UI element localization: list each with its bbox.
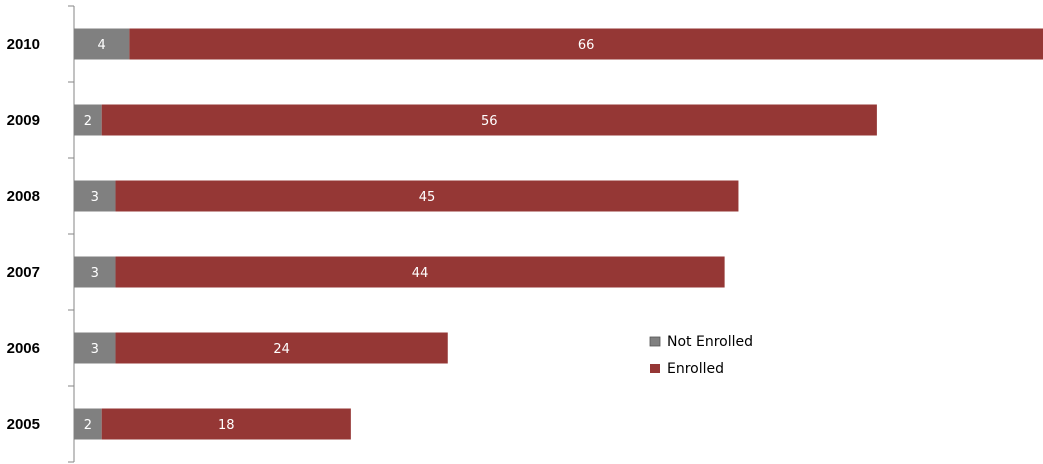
bar-not-enrolled-2009	[74, 104, 102, 136]
y-tick-label-2005: 2005	[7, 416, 40, 433]
legend-label-not-enrolled: Not Enrolled	[667, 334, 753, 350]
legend-label-enrolled: Enrolled	[667, 361, 724, 377]
data-label-enrolled-2005: 18	[218, 418, 235, 433]
bar-not-enrolled-2007	[74, 256, 116, 288]
bars	[74, 28, 1043, 440]
data-labels: 2 18 3 24 3 44 3 45 2 56 4 66	[84, 38, 595, 433]
bar-enrolled-2010	[129, 28, 1043, 60]
y-axis: 2005 2006 2007 2008 2009 2010	[7, 5, 75, 463]
y-tick-label-2006: 2006	[7, 340, 40, 357]
bar-not-enrolled-2006	[74, 332, 116, 364]
bar-not-enrolled-2008	[74, 180, 116, 212]
data-label-not-enrolled-2005: 2	[84, 418, 92, 433]
y-tick-label-2008: 2008	[7, 188, 40, 205]
bar-not-enrolled-2010	[74, 28, 130, 60]
data-label-enrolled-2006: 24	[273, 342, 290, 357]
bar-not-enrolled-2005	[74, 408, 102, 440]
data-label-not-enrolled-2007: 3	[91, 266, 99, 281]
data-label-not-enrolled-2006: 3	[91, 342, 99, 357]
y-tick-label-2010: 2010	[7, 36, 40, 53]
data-label-enrolled-2007: 44	[412, 266, 429, 281]
legend-swatch-enrolled	[650, 364, 660, 373]
y-tick-label-2007: 2007	[7, 264, 40, 281]
legend-swatch-not-enrolled	[649, 336, 661, 347]
bar-enrolled-2006	[115, 332, 448, 364]
data-label-not-enrolled-2009: 2	[84, 114, 92, 129]
y-tick-label-2009: 2009	[7, 112, 40, 129]
bar-enrolled-2007	[115, 256, 725, 288]
data-label-enrolled-2010: 66	[578, 38, 595, 53]
bar-enrolled-2009	[101, 104, 877, 136]
data-label-enrolled-2008: 45	[419, 190, 436, 205]
data-label-enrolled-2009: 56	[481, 114, 498, 129]
bar-enrolled-2005	[101, 408, 351, 440]
data-label-not-enrolled-2008: 3	[91, 190, 99, 205]
legend: Not Enrolled Enrolled	[649, 334, 753, 377]
bar-enrolled-2008	[115, 180, 739, 212]
data-label-not-enrolled-2010: 4	[98, 38, 106, 53]
